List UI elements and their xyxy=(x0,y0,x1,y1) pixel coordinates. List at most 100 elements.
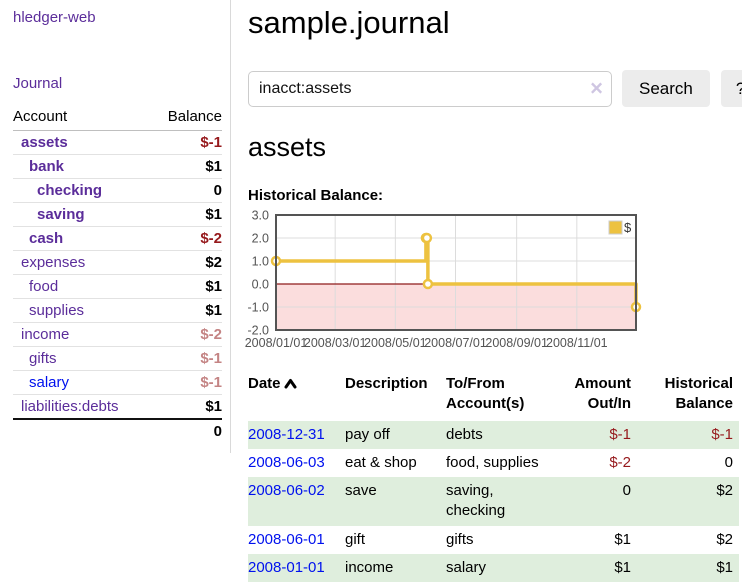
transaction-balance: $2 xyxy=(716,482,733,499)
transaction-amount: $1 xyxy=(614,530,631,548)
transaction-balance: $1 xyxy=(716,558,733,576)
svg-text:2008/05/01: 2008/05/01 xyxy=(364,336,427,350)
chart-title: Historical Balance: xyxy=(248,187,384,204)
account-link-assets[interactable]: assets xyxy=(21,134,68,151)
account-link-food[interactable]: food xyxy=(29,278,59,295)
account-heading: assets xyxy=(248,132,327,162)
account-balance: $-2 xyxy=(151,322,222,347)
account-balance: $1 xyxy=(151,394,222,420)
svg-text:3.0: 3.0 xyxy=(252,210,269,223)
account-link-supplies[interactable]: supplies xyxy=(29,302,85,319)
svg-text:2008/11/01: 2008/11/01 xyxy=(546,336,608,350)
transaction-date-link[interactable]: 2008-12-31 xyxy=(248,425,325,443)
account-row[interactable]: checking 0 xyxy=(13,178,222,203)
sidebar: hledger-web Journal Account Balance asse… xyxy=(0,0,231,453)
svg-text:2.0: 2.0 xyxy=(252,232,269,246)
transaction-description: eat & shop xyxy=(345,453,417,471)
transaction-accounts: gifts xyxy=(446,530,474,548)
transaction-amount: $1 xyxy=(614,558,631,576)
transaction-date-link[interactable]: 2008-01-01 xyxy=(248,558,325,576)
svg-text:-1.0: -1.0 xyxy=(247,301,269,315)
transaction-row[interactable]: 2008-06-02 save saving, checking 0 $2 xyxy=(248,477,739,526)
search-button[interactable]: Search xyxy=(622,70,710,107)
search-form: × Search ? xyxy=(248,70,742,107)
transaction-date-link[interactable]: 2008-06-01 xyxy=(248,530,325,548)
transaction-amount: 0 xyxy=(622,482,631,499)
transaction-date-link[interactable]: 2008-06-02 xyxy=(248,482,325,499)
help-button[interactable]: ? xyxy=(720,70,742,107)
account-row[interactable]: expenses $2 xyxy=(13,250,222,275)
account-balance: $-1 xyxy=(151,130,222,155)
main-content: sample.journal × Search ? assets Histori… xyxy=(231,0,742,582)
account-link-salary[interactable]: salary xyxy=(29,374,70,391)
column-header-amount[interactable]: Amount Out/In xyxy=(574,375,631,413)
transaction-accounts: food, supplies xyxy=(446,453,539,471)
accounts-total-row: 0 xyxy=(13,418,222,443)
account-balance: $2 xyxy=(151,250,222,275)
transaction-balance: $-1 xyxy=(711,425,733,443)
transaction-description: pay off xyxy=(345,425,390,443)
account-row[interactable]: saving $1 xyxy=(13,202,222,227)
transaction-accounts: saving, checking xyxy=(446,482,506,520)
account-row[interactable]: assets $-1 xyxy=(13,130,222,155)
account-link-cash[interactable]: cash xyxy=(29,230,64,247)
transaction-amount: $-1 xyxy=(609,425,631,443)
search-input[interactable] xyxy=(248,70,612,107)
app-brand-link[interactable]: hledger-web xyxy=(13,9,96,26)
account-row[interactable]: liabilities:debts $1 xyxy=(13,394,222,420)
svg-text:2008/01/01: 2008/01/01 xyxy=(245,336,308,350)
svg-text:0.0: 0.0 xyxy=(252,278,269,292)
transaction-description: gift xyxy=(345,530,366,548)
transaction-row[interactable]: 2008-06-01 gift gifts $1 $2 xyxy=(248,526,739,554)
accounts-total-value: 0 xyxy=(151,418,222,443)
transaction-balance: $2 xyxy=(716,530,733,548)
account-row[interactable]: supplies $1 xyxy=(13,298,222,323)
svg-text:2008/03/01: 2008/03/01 xyxy=(304,336,367,350)
transaction-accounts: salary xyxy=(446,558,487,576)
transaction-description: income xyxy=(345,558,394,576)
account-row[interactable]: income $-2 xyxy=(13,322,222,347)
transactions-header-row: Date Description To/From Account(s) Amou… xyxy=(248,372,739,421)
account-link-expenses[interactable]: expenses xyxy=(21,254,86,271)
account-balance: $1 xyxy=(151,202,222,227)
account-balance: 0 xyxy=(151,178,222,203)
account-row[interactable]: food $1 xyxy=(13,274,222,299)
historical-balance-chart[interactable]: $3.0 2.0 1.0 0.0 -1.0 -2.0 2008/01/01 2008/03/0… xyxy=(240,209,742,359)
account-row[interactable]: cash $-2 xyxy=(13,226,222,251)
account-balance: $1 xyxy=(151,274,222,299)
account-balance: $-2 xyxy=(151,226,222,251)
transaction-amount: $-2 xyxy=(609,453,631,471)
svg-text:2008/09/01: 2008/09/01 xyxy=(485,336,548,350)
transaction-balance: 0 xyxy=(724,453,733,471)
transaction-accounts: debts xyxy=(446,425,483,443)
account-link-saving[interactable]: saving xyxy=(37,206,85,223)
account-link-bank[interactable]: bank xyxy=(29,158,65,175)
account-link-checking[interactable]: checking xyxy=(37,182,103,199)
accounts-header-balance: Balance xyxy=(151,105,222,131)
transactions-table: Date Description To/From Account(s) Amou… xyxy=(248,372,739,582)
account-link-liabilities-debts[interactable]: liabilities:debts xyxy=(21,398,119,415)
column-header-accounts[interactable]: To/From Account(s) xyxy=(446,375,525,413)
transaction-row[interactable]: 2008-12-31 pay off debts $-1 $-1 xyxy=(248,420,739,449)
account-row[interactable]: gifts $-1 xyxy=(13,346,222,371)
page-title: sample.journal xyxy=(248,5,450,40)
column-header-date[interactable]: Date xyxy=(248,372,345,421)
account-row[interactable]: salary $-1 xyxy=(13,370,222,395)
svg-text:1.0: 1.0 xyxy=(252,255,269,269)
sidebar-item-journal[interactable]: Journal xyxy=(13,75,63,92)
transaction-date-link[interactable]: 2008-06-03 xyxy=(248,453,325,471)
transaction-description: save xyxy=(345,482,377,499)
account-link-income[interactable]: income xyxy=(21,326,70,343)
accounts-table: Account Balance assets $-1 bank $1 check… xyxy=(13,105,222,443)
column-header-balance[interactable]: Historical Balance xyxy=(664,375,733,413)
svg-text:-2.0: -2.0 xyxy=(247,324,269,338)
account-row[interactable]: bank $1 xyxy=(13,154,222,179)
accounts-header-account: Account xyxy=(13,105,152,131)
account-balance: $-1 xyxy=(151,370,222,395)
clear-search-icon[interactable]: × xyxy=(590,75,603,101)
transaction-row[interactable]: 2008-06-03 eat & shop food, supplies $-2… xyxy=(248,449,739,477)
svg-text:$: $ xyxy=(624,220,632,235)
transaction-row[interactable]: 2008-01-01 income salary $1 $1 xyxy=(248,553,739,582)
column-header-description[interactable]: Description xyxy=(345,375,428,392)
account-link-gifts[interactable]: gifts xyxy=(29,350,57,367)
